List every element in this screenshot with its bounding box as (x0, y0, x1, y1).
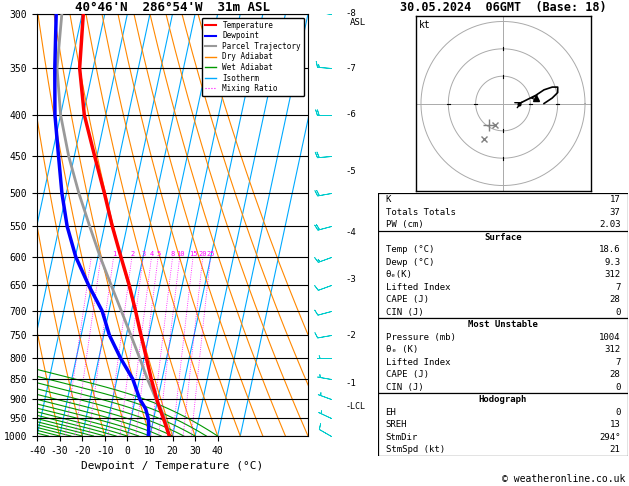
Text: -6: -6 (345, 110, 356, 120)
Text: -2: -2 (345, 330, 356, 340)
Text: 2: 2 (130, 251, 135, 257)
Y-axis label: hPa: hPa (0, 215, 1, 235)
Text: SREH: SREH (386, 420, 407, 429)
Legend: Temperature, Dewpoint, Parcel Trajectory, Dry Adiabat, Wet Adiabat, Isotherm, Mi: Temperature, Dewpoint, Parcel Trajectory… (202, 18, 304, 96)
Text: 3: 3 (142, 251, 146, 257)
Text: -LCL: -LCL (345, 402, 365, 411)
Text: Totals Totals: Totals Totals (386, 208, 455, 217)
Text: -3: -3 (345, 275, 356, 284)
Text: 1: 1 (112, 251, 116, 257)
Text: EH: EH (386, 408, 396, 417)
Text: -4: -4 (345, 228, 356, 237)
Text: 28: 28 (610, 370, 620, 379)
Text: Lifted Index: Lifted Index (386, 358, 450, 367)
Text: CIN (J): CIN (J) (386, 383, 423, 392)
Text: CAPE (J): CAPE (J) (386, 370, 428, 379)
Text: Lifted Index: Lifted Index (386, 283, 450, 292)
Text: 2.03: 2.03 (599, 220, 620, 229)
Text: 15: 15 (189, 251, 198, 257)
Text: CAPE (J): CAPE (J) (386, 295, 428, 304)
X-axis label: Dewpoint / Temperature (°C): Dewpoint / Temperature (°C) (81, 461, 264, 471)
Bar (378, 231, 628, 318)
Text: StmSpd (kt): StmSpd (kt) (386, 445, 445, 454)
Text: K: K (386, 195, 391, 204)
Text: 294°: 294° (599, 433, 620, 442)
Text: θₑ (K): θₑ (K) (386, 345, 418, 354)
Text: 9.3: 9.3 (604, 258, 620, 267)
Text: ASL: ASL (350, 18, 365, 27)
Text: 25: 25 (206, 251, 215, 257)
Text: 13: 13 (610, 420, 620, 429)
Text: 30.05.2024  06GMT  (Base: 18): 30.05.2024 06GMT (Base: 18) (399, 0, 606, 14)
Text: 7: 7 (615, 358, 620, 367)
Text: 20: 20 (199, 251, 208, 257)
Title: 40°46'N  286°54'W  31m ASL: 40°46'N 286°54'W 31m ASL (75, 1, 270, 14)
Text: 0: 0 (615, 383, 620, 392)
Text: -7: -7 (345, 64, 356, 72)
Text: 0: 0 (615, 308, 620, 317)
Text: -8: -8 (345, 10, 356, 18)
Text: 37: 37 (610, 208, 620, 217)
Text: θₑ(K): θₑ(K) (386, 270, 413, 279)
Text: 10: 10 (176, 251, 184, 257)
Text: Hodograph: Hodograph (479, 395, 527, 404)
Text: CIN (J): CIN (J) (386, 308, 423, 317)
Bar (378, 394, 628, 456)
Text: -5: -5 (345, 167, 356, 176)
Text: Dewp (°C): Dewp (°C) (386, 258, 434, 267)
Text: 1004: 1004 (599, 333, 620, 342)
Text: kt: kt (419, 19, 431, 30)
Text: -1: -1 (345, 379, 356, 388)
Text: Surface: Surface (484, 233, 522, 242)
Text: 8: 8 (171, 251, 175, 257)
Text: Temp (°C): Temp (°C) (386, 245, 434, 254)
Text: 21: 21 (610, 445, 620, 454)
Text: 28: 28 (610, 295, 620, 304)
Text: 312: 312 (604, 345, 620, 354)
Text: PW (cm): PW (cm) (386, 220, 423, 229)
Text: 17: 17 (610, 195, 620, 204)
Text: © weatheronline.co.uk: © weatheronline.co.uk (503, 473, 626, 484)
Text: 18.6: 18.6 (599, 245, 620, 254)
Text: 7: 7 (615, 283, 620, 292)
Bar (378, 318, 628, 394)
Text: Pressure (mb): Pressure (mb) (386, 333, 455, 342)
Text: 4: 4 (150, 251, 154, 257)
Text: 5: 5 (157, 251, 160, 257)
Text: 312: 312 (604, 270, 620, 279)
Text: StmDir: StmDir (386, 433, 418, 442)
Text: 0: 0 (615, 408, 620, 417)
Text: Most Unstable: Most Unstable (468, 320, 538, 329)
